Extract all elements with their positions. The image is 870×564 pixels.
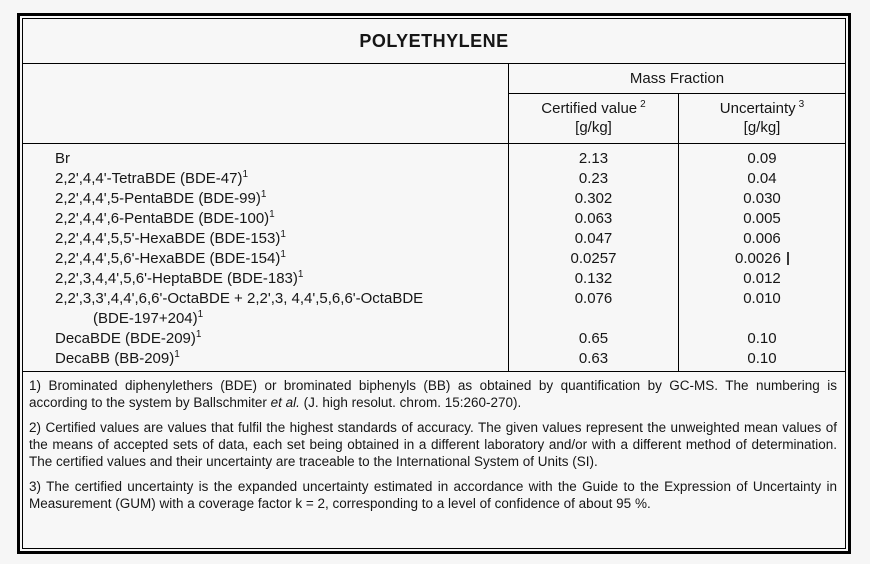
table-row: 2,2',3,3',4,4',6,6'-OctaBDE + 2,2',3, 4,… bbox=[23, 289, 845, 329]
compound-label: 2,2',3,4,4',5,6'-HeptaBDE (BDE-183) bbox=[55, 270, 298, 287]
uncertainty-value: 0.012 bbox=[743, 270, 781, 287]
certified-value: 0.047 bbox=[509, 229, 679, 249]
compound-label: 2,2',4,4',5,6'-HexaBDE (BDE-154) bbox=[55, 250, 281, 267]
table-row: DecaBDE (BDE-209)1 0.65 0.10 bbox=[23, 329, 845, 349]
stray-cursor-mark bbox=[786, 252, 789, 265]
compound-label: 2,2',3,3',4,4',6,6'-OctaBDE + 2,2',3, 4,… bbox=[55, 290, 424, 307]
table-row: 2,2',4,4',5-PentaBDE (BDE-99)1 0.302 0.0… bbox=[23, 189, 845, 209]
compound-label-continued: (BDE-197+204)1 bbox=[93, 309, 204, 328]
footnote-3: 3) The certified uncertainty is the expa… bbox=[29, 479, 837, 511]
uncertainty-value: 0.09 bbox=[747, 150, 777, 167]
certified-value: 0.063 bbox=[509, 209, 679, 229]
certified-value-header: Certified value 2 [g/kg] bbox=[509, 94, 679, 143]
certified-value: 0.302 bbox=[509, 189, 679, 209]
footnote-2: 2) Certified values are values that fulf… bbox=[29, 420, 837, 469]
compound-label: DecaBDE (BDE-209) bbox=[55, 330, 196, 347]
header-spacer-cell bbox=[23, 64, 509, 94]
certified-value: 0.132 bbox=[509, 269, 679, 289]
table-row: 2,2',4,4',5,5'-HexaBDE (BDE-153)1 0.047 … bbox=[23, 229, 845, 249]
mass-fraction-header-row: Mass Fraction bbox=[23, 64, 845, 94]
compound-label: 2,2',4,4',6-PentaBDE (BDE-100) bbox=[55, 210, 270, 227]
certificate-table: POLYETHYLENE Mass Fraction Certified val… bbox=[22, 18, 846, 549]
table-row: 2,2',4,4'-TetraBDE (BDE-47)1 0.23 0.04 bbox=[23, 169, 845, 189]
certified-value: 0.0257 bbox=[509, 249, 679, 269]
uncertainty-value: 0.10 bbox=[747, 350, 777, 367]
compound-label: 2,2',4,4',5-PentaBDE (BDE-99) bbox=[55, 190, 261, 207]
table-row: 2,2',4,4',5,6'-HexaBDE (BDE-154)1 0.0257… bbox=[23, 249, 845, 269]
compound-label: 2,2',4,4'-TetraBDE (BDE-47) bbox=[55, 170, 243, 187]
certified-value: 0.076 bbox=[509, 289, 679, 329]
footnote-1: 1) Brominated diphenylethers (BDE) or br… bbox=[29, 378, 837, 410]
certified-value: 0.63 bbox=[509, 349, 679, 371]
certified-value: 0.23 bbox=[509, 169, 679, 189]
compound-label: DecaBB (BB-209) bbox=[55, 350, 175, 367]
uncertainty-value: 0.10 bbox=[747, 330, 777, 347]
footnote-ref-2: 2 bbox=[640, 99, 646, 110]
certified-value-unit: [g/kg] bbox=[575, 119, 612, 136]
certified-value-label: Certified value bbox=[541, 100, 638, 117]
table-row: Br 2.13 0.09 bbox=[23, 144, 845, 169]
data-rows: Br 2.13 0.09 2,2',4,4'-TetraBDE (BDE-47)… bbox=[23, 144, 845, 372]
compound-label: Br bbox=[55, 150, 70, 167]
footnotes-section: 1) Brominated diphenylethers (BDE) or br… bbox=[23, 372, 845, 512]
uncertainty-value: 0.0026 bbox=[679, 249, 845, 269]
uncertainty-value: 0.010 bbox=[743, 290, 781, 307]
header-spacer-cell bbox=[23, 94, 509, 143]
uncertainty-value: 0.030 bbox=[743, 190, 781, 207]
column-headers-row: Certified value 2 [g/kg] Uncertainty 3 [g/… bbox=[23, 94, 845, 144]
certified-value: 0.65 bbox=[509, 329, 679, 349]
compound-label: 2,2',4,4',5,5'-HexaBDE (BDE-153) bbox=[55, 230, 281, 247]
uncertainty-unit: [g/kg] bbox=[743, 119, 781, 136]
uncertainty-value: 0.006 bbox=[743, 230, 781, 247]
uncertainty-label: Uncertainty bbox=[719, 100, 796, 117]
certified-value: 2.13 bbox=[509, 144, 679, 169]
table-row: 2,2',4,4',6-PentaBDE (BDE-100)1 0.063 0.… bbox=[23, 209, 845, 229]
uncertainty-value: 0.005 bbox=[743, 210, 781, 227]
table-row: 2,2',3,4,4',5,6'-HeptaBDE (BDE-183)1 0.1… bbox=[23, 269, 845, 289]
mass-fraction-header: Mass Fraction bbox=[509, 64, 845, 94]
table-row: DecaBB (BB-209)1 0.63 0.10 bbox=[23, 349, 845, 371]
uncertainty-value: 0.04 bbox=[747, 170, 777, 187]
certificate-table-frame: POLYETHYLENE Mass Fraction Certified val… bbox=[17, 13, 851, 554]
et-al-italic: et al. bbox=[270, 395, 300, 410]
page-title: POLYETHYLENE bbox=[23, 19, 845, 64]
footnote-ref-3: 3 bbox=[798, 99, 805, 110]
uncertainty-header: Uncertainty 3 [g/kg] bbox=[679, 94, 845, 143]
